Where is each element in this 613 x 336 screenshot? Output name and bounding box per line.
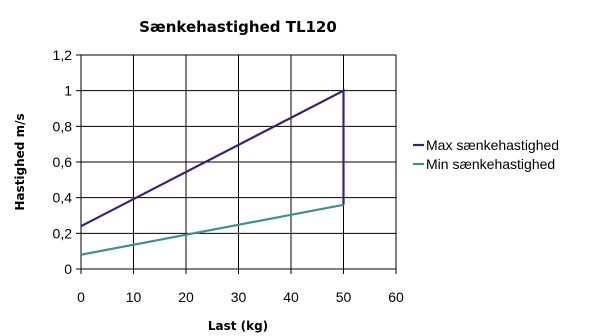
x-tick-label: 30: [231, 289, 247, 305]
y-tick-label: 1: [64, 83, 72, 99]
x-tick-label: 50: [336, 289, 352, 305]
x-tick-label: 60: [388, 289, 404, 305]
x-axis-title: Last (kg): [208, 319, 268, 333]
legend: Max sænkehastighed Min sænkehastighed: [413, 137, 559, 172]
y-tick-label: 0,2: [53, 225, 73, 241]
series-line-max: [80, 88, 345, 228]
legend-label: Min sænkehastighed: [426, 156, 555, 172]
y-axis-title: Hastighed m/s: [13, 113, 27, 210]
y-axis-ticks: 0 0,2 0,4 0,6 0,8 1 1,2: [53, 47, 81, 277]
y-tick-label: 0: [64, 261, 72, 277]
x-tick-label: 40: [283, 289, 299, 305]
chart-gridlines: [80, 54, 397, 270]
legend-label: Max sænkehastighed: [426, 137, 559, 153]
series-line-min: [80, 203, 344, 256]
series-lines: [80, 88, 345, 256]
y-tick-label: 0,8: [53, 118, 73, 134]
y-tick-label: 0,4: [53, 190, 73, 206]
y-tick-label: 0,6: [53, 154, 73, 170]
x-tick-label: 0: [77, 289, 85, 305]
x-axis-ticks: 0 10 20 30 40 50 60: [77, 269, 404, 305]
x-tick-label: 20: [178, 289, 194, 305]
x-tick-label: 10: [126, 289, 142, 305]
y-tick-label: 1,2: [53, 47, 73, 63]
chart-title: Sænkehastighed TL120: [139, 18, 337, 36]
